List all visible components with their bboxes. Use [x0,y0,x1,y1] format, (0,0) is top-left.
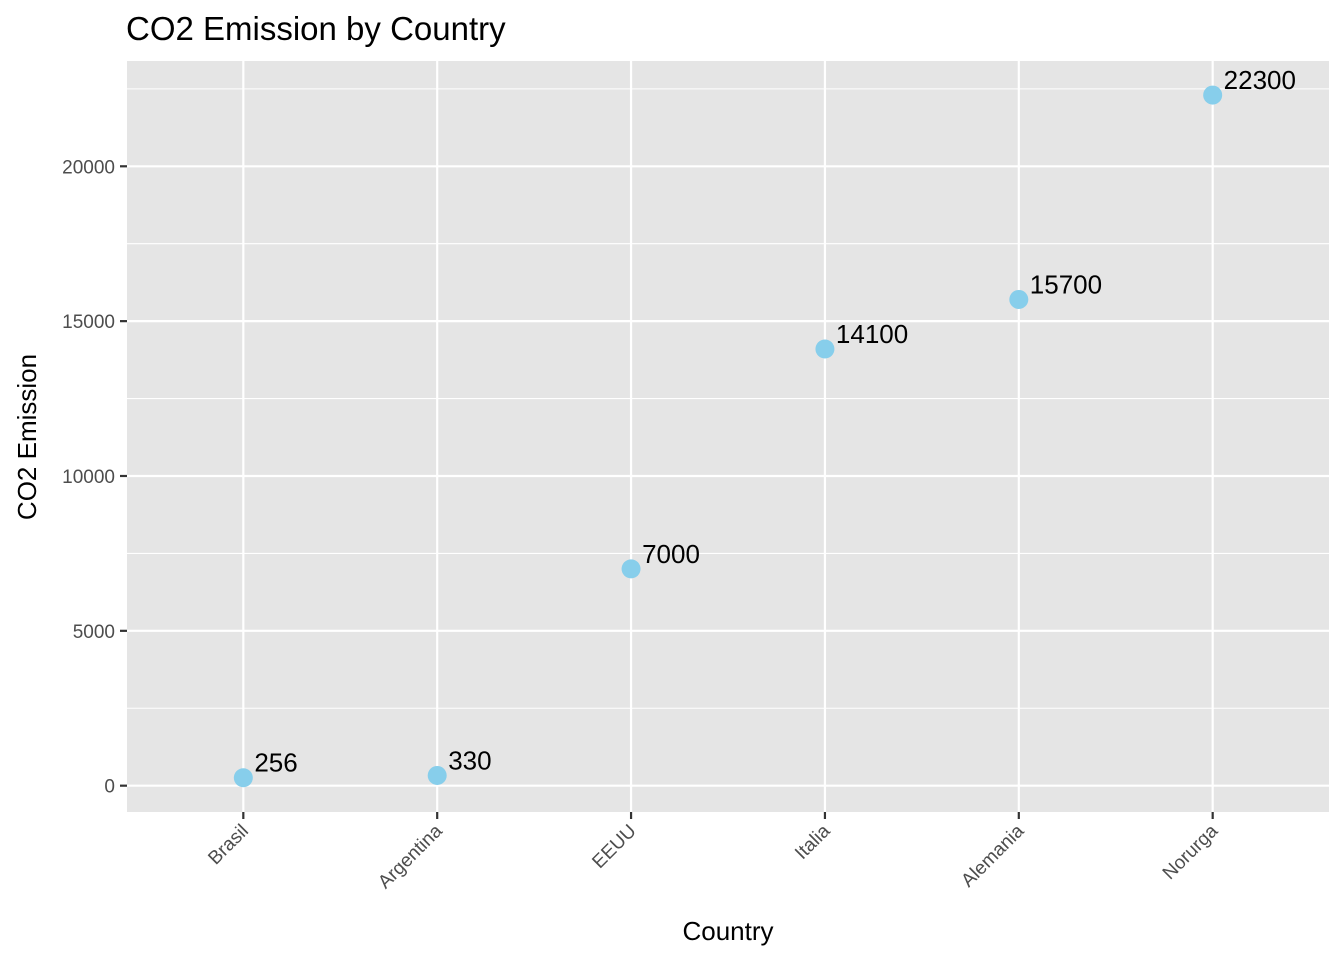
data-point [621,559,641,579]
data-label: 330 [448,745,491,775]
data-label: 15700 [1030,269,1102,299]
data-point [233,768,253,788]
x-axis-title: Country [682,916,773,946]
x-tick-label: Italia [791,820,835,864]
major-grid-x [242,61,1214,812]
y-tick-label: 15000 [62,312,115,333]
x-tick-label: Brasil [204,821,252,869]
data-label: 7000 [642,539,700,569]
x-tick-label: Alemania [957,820,1028,891]
data-point [1203,85,1223,105]
y-tick-label: 5000 [73,622,115,643]
plot-panel [127,61,1329,812]
y-axis-title: CO2 Emission [12,354,42,520]
chart-title: CO2 Emission by Country [126,10,506,47]
data-point [1009,289,1029,309]
data-labels: 256 330 7000 14100 15700 22300 [254,65,1296,778]
x-tick-label: Argentina [374,820,447,893]
data-point [427,765,447,785]
data-label: 256 [254,748,297,778]
y-axis: 0 5000 10000 15000 20000 [62,157,127,798]
data-label: 14100 [836,319,908,349]
minor-grid [127,88,1329,709]
x-tick-label: EEUU [588,821,640,873]
data-point [815,339,835,359]
y-tick-label: 10000 [62,467,115,488]
y-tick-label: 0 [104,777,115,798]
x-tick-label: Norurga [1159,820,1223,884]
data-label: 22300 [1224,65,1296,95]
x-axis: Brasil Argentina EEUU Italia Alemania Norurga [204,812,1223,893]
data-points [233,85,1223,788]
major-grid-y [127,165,1329,787]
y-tick-label: 20000 [62,157,115,178]
